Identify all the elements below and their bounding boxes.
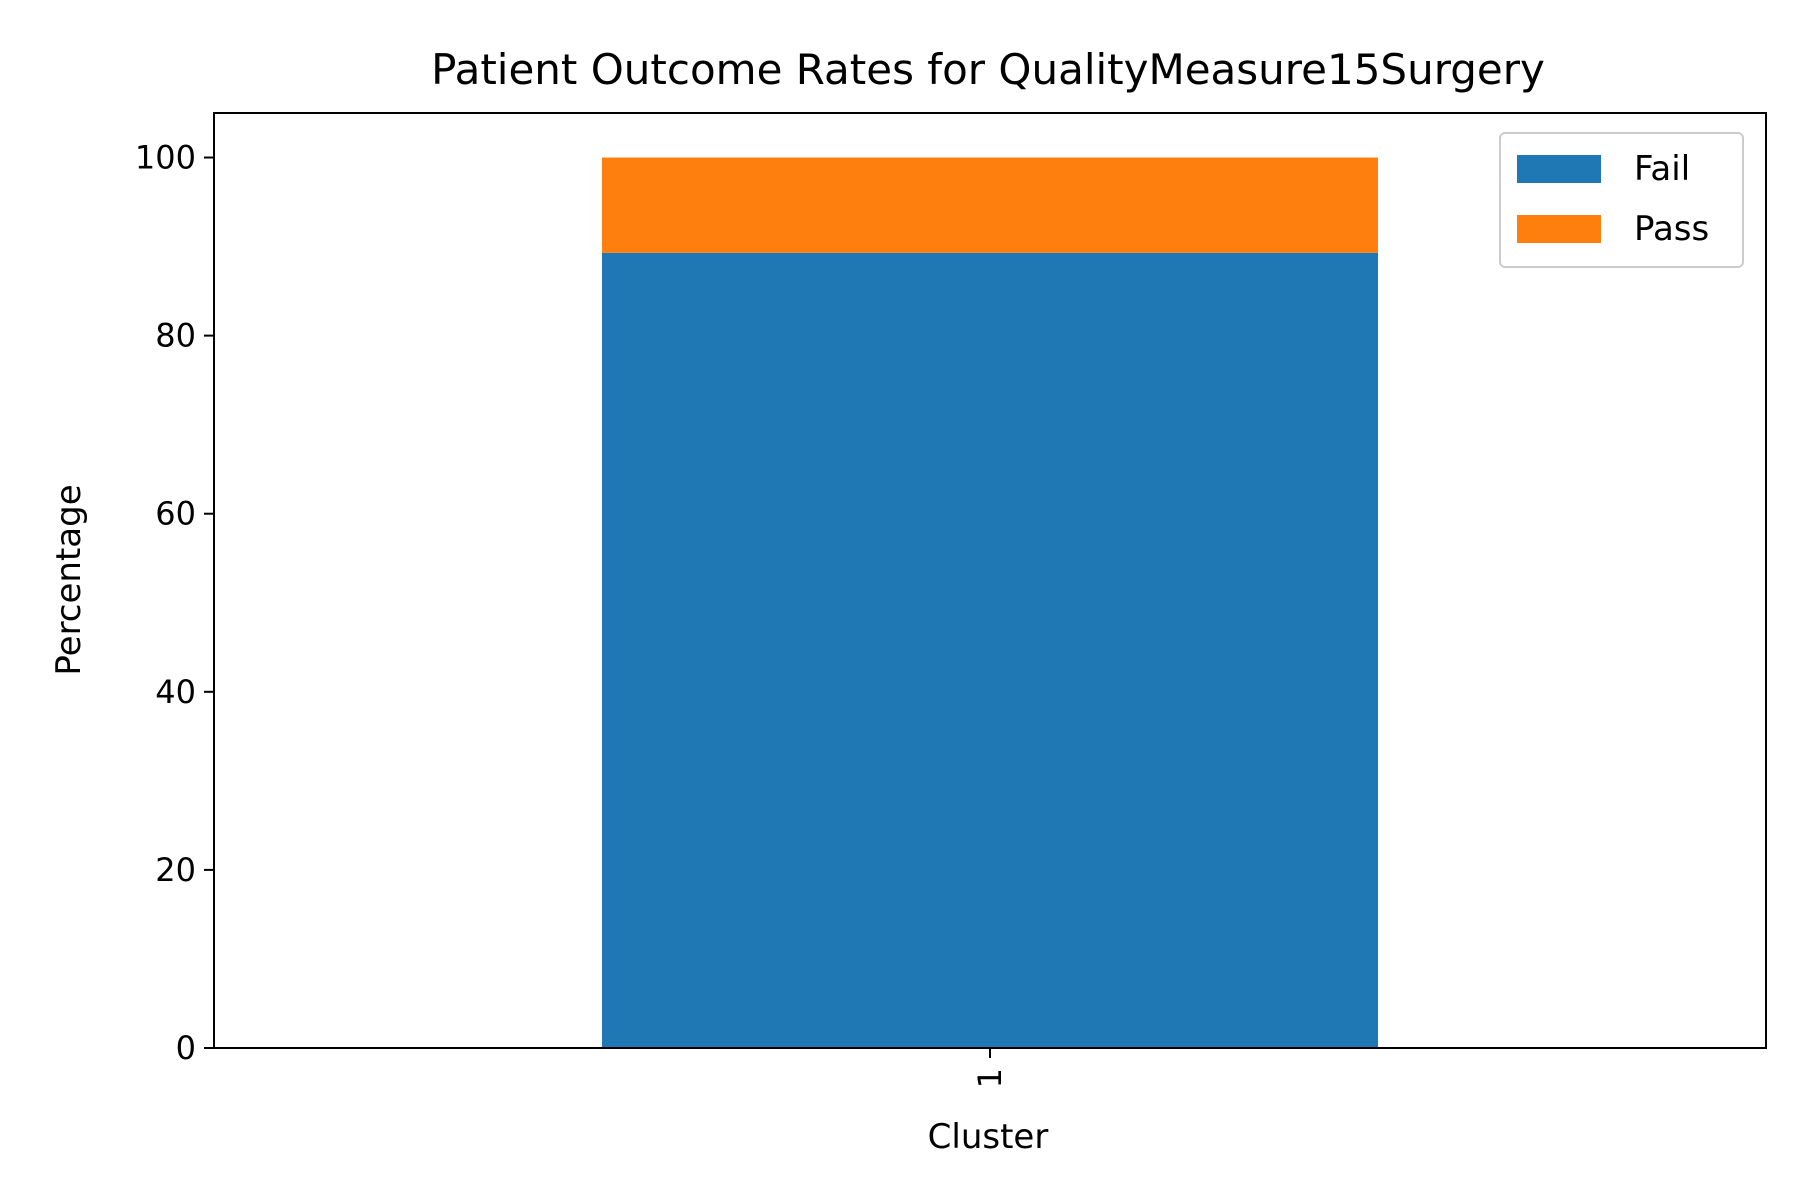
y-tick-label: 40 bbox=[155, 673, 196, 711]
bar-pass-1 bbox=[602, 157, 1378, 253]
y-tick-label: 60 bbox=[155, 495, 196, 533]
legend-swatch-pass bbox=[1517, 215, 1601, 243]
legend: Fail Pass bbox=[1499, 132, 1744, 268]
bars-group bbox=[602, 157, 1378, 1049]
chart-title: Patient Outcome Rates for QualityMeasure… bbox=[431, 45, 1545, 94]
x-tick-label: 1 bbox=[971, 1068, 1009, 1088]
legend-label-fail: Fail bbox=[1634, 149, 1690, 189]
y-axis-ticks: 0 20 40 60 80 100 bbox=[135, 139, 214, 1067]
bar-fail-1 bbox=[602, 252, 1378, 1049]
x-axis-label: Cluster bbox=[928, 1117, 1049, 1157]
y-tick-label: 80 bbox=[155, 317, 196, 355]
y-tick-label: 0 bbox=[176, 1029, 196, 1067]
y-axis-label: Percentage bbox=[49, 484, 89, 675]
y-tick-label: 100 bbox=[135, 139, 196, 177]
x-axis-ticks: 1 bbox=[971, 1048, 1009, 1088]
legend-swatch-fail bbox=[1517, 155, 1601, 183]
legend-label-pass: Pass bbox=[1634, 209, 1709, 249]
y-tick-label: 20 bbox=[155, 851, 196, 889]
